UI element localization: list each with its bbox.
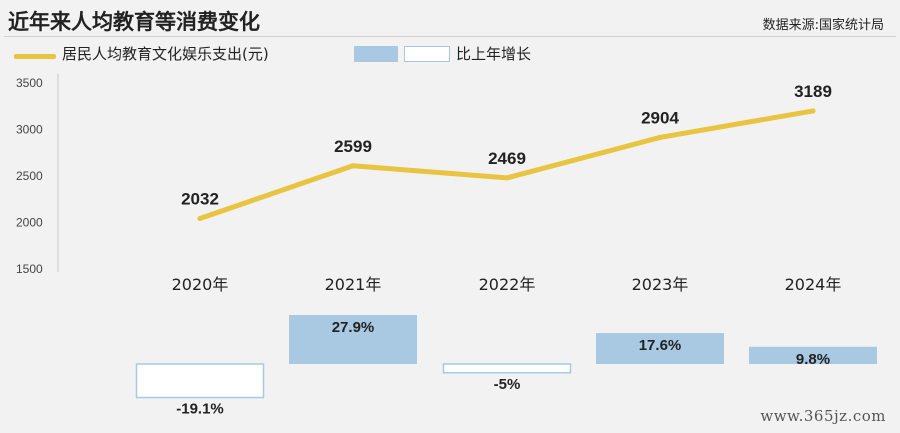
- line-point: [504, 175, 510, 181]
- growth-bar: [289, 315, 417, 364]
- data-source: 数据来源:国家统计局: [762, 18, 884, 33]
- line-data-label: 2599: [334, 137, 372, 156]
- legend-bar-label: 比上年增长: [456, 45, 532, 63]
- y-tick-label: 3000: [16, 123, 43, 137]
- growth-bar-label: 17.6%: [639, 337, 682, 354]
- x-tick-label: 2022年: [479, 275, 536, 294]
- growth-bar: [135, 363, 265, 399]
- watermark: www.365jz.com: [760, 407, 886, 425]
- growth-bar-label: -19.1%: [176, 401, 224, 418]
- header-divider: [4, 36, 896, 37]
- growth-bar-label: 27.9%: [332, 319, 375, 336]
- line-point: [810, 108, 816, 114]
- line-data-label: 2469: [488, 149, 526, 168]
- x-tick-label: 2023年: [632, 275, 689, 294]
- growth-bar: [596, 333, 724, 364]
- line-data-label: 3189: [794, 82, 832, 101]
- growth-bar-label: -5%: [494, 376, 521, 393]
- header: 近年来人均教育等消费变化 数据来源:国家统计局: [0, 0, 900, 40]
- legend-line-label: 居民人均教育文化娱乐支出(元): [62, 45, 269, 63]
- legend-line-swatch: [14, 54, 56, 59]
- line-data-label: 2032: [181, 190, 219, 209]
- legend-bar-negative-swatch: [404, 46, 450, 62]
- growth-bar: [749, 346, 877, 364]
- line-point: [197, 216, 203, 222]
- y-tick-label: 2000: [16, 216, 43, 230]
- growth-bar-label: 9.8%: [796, 351, 830, 368]
- line-data-label: 2904: [641, 108, 679, 127]
- line-point: [350, 163, 356, 169]
- y-tick-label: 1500: [16, 262, 43, 276]
- x-tick-label: 2020年: [172, 275, 229, 294]
- legend: 居民人均教育文化娱乐支出(元) 比上年增长: [0, 40, 900, 68]
- y-tick-label: 2500: [16, 169, 43, 183]
- chart-title: 近年来人均教育等消费变化: [8, 10, 260, 34]
- x-tick-label: 2024年: [785, 275, 842, 294]
- x-tick-label: 2021年: [325, 275, 382, 294]
- legend-bar-positive-swatch: [354, 46, 398, 62]
- line-point: [657, 134, 663, 140]
- y-tick-label: 3500: [16, 76, 43, 90]
- growth-bar: [442, 363, 572, 374]
